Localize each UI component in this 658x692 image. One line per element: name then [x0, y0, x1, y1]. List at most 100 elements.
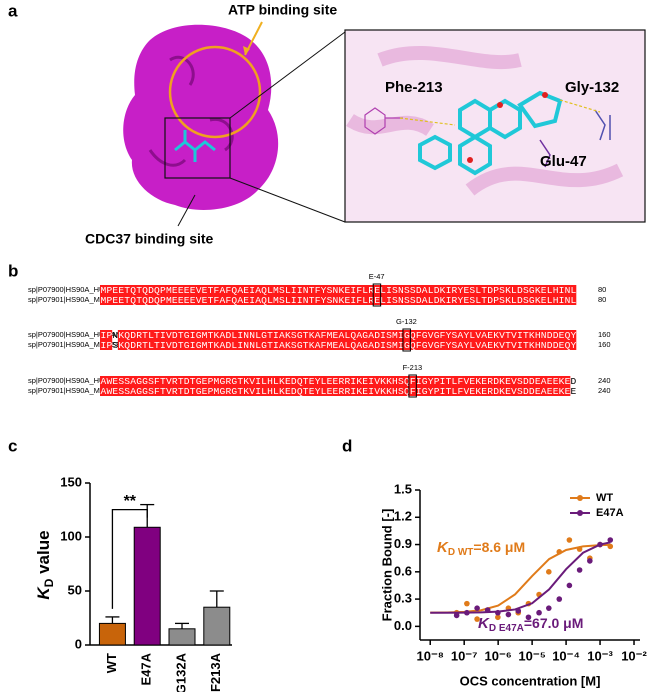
identity-cell [385, 295, 392, 305]
identity-cell [314, 285, 321, 295]
identity-cell [468, 386, 476, 396]
data-point [495, 609, 501, 616]
identity-cell [147, 376, 154, 386]
identity-cell [213, 386, 220, 396]
identity-cell [474, 386, 482, 396]
identity-cell [355, 285, 363, 295]
identity-cell [486, 386, 493, 396]
identity-cell [504, 376, 511, 386]
identity-cell [516, 340, 523, 350]
identity-cell [326, 386, 333, 396]
annotation: ATP binding site [228, 2, 337, 18]
x-tick-label: 10⁻³ [587, 648, 613, 663]
x-axis-label: OCS concentration [M] [460, 673, 601, 688]
identity-cell [189, 330, 196, 340]
data-point [474, 616, 480, 622]
identity-cell [498, 340, 505, 350]
identity-cell [510, 285, 517, 295]
annotation-k: K [478, 615, 490, 632]
sequence: MPEETQTQDQPMEEEEVETFAFQAEIAQLMSLIINTFYSN… [101, 295, 577, 306]
identity-cell [302, 285, 309, 295]
identity-cell [367, 386, 374, 396]
x-tick-label: F213A [208, 652, 223, 692]
identity-cell [332, 330, 339, 340]
identity-cell [379, 376, 386, 386]
identity-cell [320, 330, 327, 340]
identity-cell [504, 295, 511, 305]
identity-cell [492, 285, 499, 295]
identity-cell [260, 386, 267, 396]
identity-cell [457, 330, 464, 340]
data-point [505, 611, 512, 618]
identity-cell [290, 295, 297, 305]
identity-cell [361, 285, 369, 295]
identity-cell [111, 295, 119, 305]
identity-cell [540, 386, 547, 396]
identity-cell [409, 295, 416, 305]
identity-cell [415, 340, 422, 350]
identity-cell [195, 386, 202, 396]
identity-cell [141, 376, 148, 386]
identity-cell [338, 295, 345, 305]
sequence-end: 240 [598, 386, 611, 395]
residue-marker: E-47 [369, 272, 385, 281]
identity-cell [457, 340, 464, 350]
identity-cell [546, 295, 553, 305]
identity-cell [474, 340, 482, 350]
identity-cell [528, 295, 535, 305]
identity-cell [123, 376, 131, 386]
identity-cell [105, 330, 113, 340]
identity-cell [147, 285, 154, 295]
identity-cell [480, 376, 488, 386]
identity-cell [385, 330, 392, 340]
identity-cell [105, 295, 113, 305]
identity-cell [290, 376, 297, 386]
identity-cell [457, 285, 464, 295]
sequence-end: 160 [598, 340, 611, 349]
identity-cell [415, 295, 422, 305]
identity-cell [242, 295, 250, 305]
sequence-end: 160 [598, 330, 611, 339]
residue-marker: F-213 [403, 363, 423, 372]
identity-cell [391, 376, 398, 386]
annotation-sub: D E47A [489, 623, 524, 634]
identity-cell [135, 340, 142, 350]
identity-cell [284, 330, 291, 340]
identity-cell [224, 285, 232, 295]
identity-cell [332, 295, 339, 305]
identity-cell [540, 376, 547, 386]
residue-box [402, 328, 411, 352]
bar [168, 628, 196, 646]
identity-cell [332, 285, 339, 295]
identity-cell [159, 386, 166, 396]
identity-cell [272, 386, 279, 396]
residue-label: Phe-213 [385, 79, 443, 96]
identity-cell [343, 295, 351, 305]
identity-cell [284, 285, 291, 295]
sequence: MPEETQTQDQPMEEEEVETFAFQAEIAQLMSLIINTFYSN… [101, 285, 577, 296]
significance-label: ** [124, 493, 137, 510]
identity-cell [427, 330, 434, 340]
identity-cell [552, 386, 559, 396]
identity-cell [361, 295, 369, 305]
identity-cell [135, 285, 142, 295]
y-tick-label: 100 [60, 528, 82, 543]
identity-cell [266, 340, 273, 350]
identity-cell [361, 340, 369, 350]
identity-cell [379, 285, 386, 295]
identity-cell [290, 330, 297, 340]
identity-cell [236, 330, 244, 340]
identity-cell [141, 285, 148, 295]
identity-cell [296, 386, 303, 396]
data-point [536, 609, 542, 616]
identity-cell [117, 285, 125, 295]
identity-cell [480, 330, 488, 340]
identity-cell [207, 376, 214, 386]
identity-cell [570, 330, 577, 340]
identity-cell [278, 340, 285, 350]
identity-cell [123, 330, 131, 340]
identity-cell [433, 295, 440, 305]
identity-cell [123, 340, 131, 350]
identity-cell [528, 330, 535, 340]
identity-cell [248, 340, 255, 350]
